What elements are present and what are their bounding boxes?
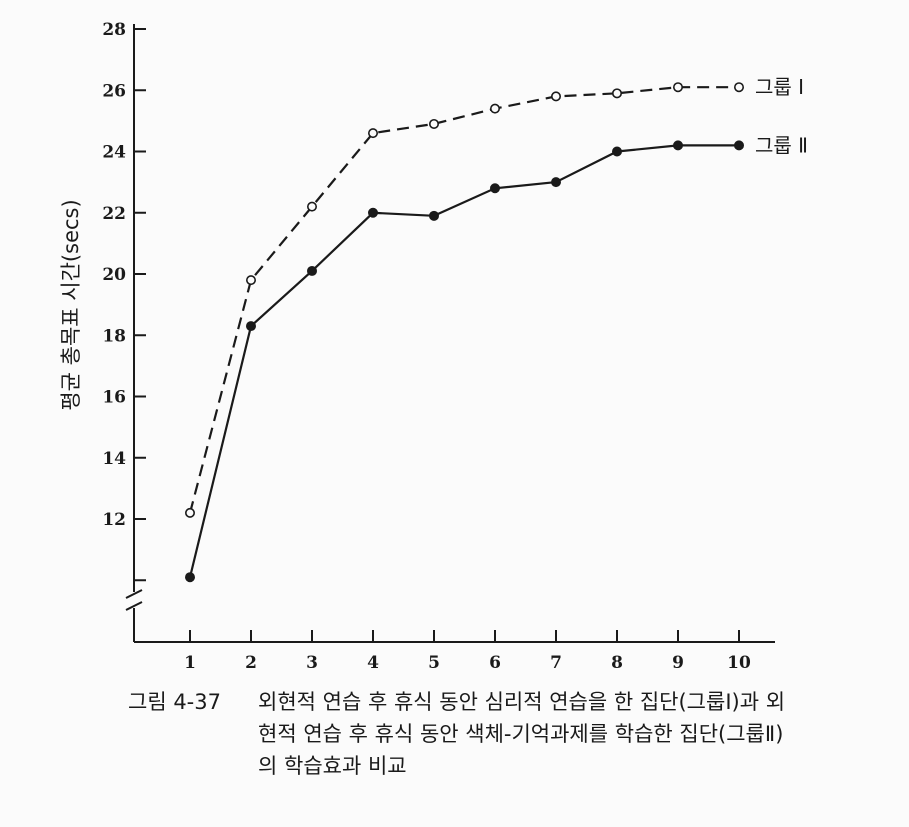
y-axis-label: 평균 총목표 시간(secs) bbox=[59, 199, 83, 410]
y-tick-label: 22 bbox=[102, 204, 126, 224]
x-tick-label: 7 bbox=[550, 653, 562, 673]
x-tick-label: 10 bbox=[727, 653, 751, 673]
y-tick-label: 14 bbox=[102, 449, 126, 469]
series-labels: 그룹 Ⅰ 그룹 Ⅱ bbox=[755, 75, 808, 157]
data-point-2 bbox=[428, 210, 439, 221]
series-label-2: 그룹 Ⅱ bbox=[755, 133, 808, 157]
data-point-2 bbox=[733, 140, 744, 151]
axes bbox=[125, 24, 775, 643]
data-point-1 bbox=[185, 507, 196, 518]
y-tick-label: 20 bbox=[102, 265, 126, 285]
data-point-2 bbox=[672, 140, 683, 151]
y-tick-label: 16 bbox=[102, 388, 126, 408]
data-point-1 bbox=[489, 103, 500, 114]
data-point-1 bbox=[246, 275, 257, 286]
axis-break-mark bbox=[125, 589, 143, 599]
caption-text: 외현적 연습 후 휴식 동안 심리적 연습을 한 집단(그룹Ⅰ)과 외현적 연습… bbox=[258, 690, 786, 778]
x-tick-label: 9 bbox=[672, 653, 684, 673]
data-point-1 bbox=[367, 128, 378, 139]
data-point-1 bbox=[428, 118, 439, 129]
data-point-1 bbox=[611, 88, 622, 99]
data-point-2 bbox=[306, 265, 317, 276]
x-tick-label: 1 bbox=[184, 653, 196, 673]
y-tick-label: 26 bbox=[102, 81, 126, 101]
series-points bbox=[185, 82, 744, 583]
x-tick-label: 3 bbox=[306, 653, 318, 673]
y-tick-label: 18 bbox=[102, 326, 126, 346]
x-tick-label: 2 bbox=[245, 653, 257, 673]
x-tick-label: 4 bbox=[367, 653, 379, 673]
data-point-1 bbox=[733, 82, 744, 93]
data-point-2 bbox=[489, 183, 500, 194]
axis-break-mark bbox=[125, 601, 143, 611]
x-tick-label: 5 bbox=[428, 653, 440, 673]
x-tick-label: 6 bbox=[489, 653, 501, 673]
data-point-2 bbox=[550, 177, 561, 188]
data-point-2 bbox=[246, 321, 257, 332]
y-tick-label: 12 bbox=[102, 510, 126, 530]
series-lines bbox=[188, 86, 739, 578]
x-tick-label: 8 bbox=[611, 653, 623, 673]
series-label-1: 그룹 Ⅰ bbox=[755, 75, 804, 99]
data-point-2 bbox=[185, 572, 196, 583]
y-tick-label: 24 bbox=[102, 143, 126, 163]
caption-label: 그림 4-37 bbox=[128, 690, 221, 714]
series-line-2 bbox=[188, 144, 739, 578]
series-line-1 bbox=[188, 86, 739, 514]
data-point-1 bbox=[550, 91, 561, 102]
data-point-1 bbox=[672, 82, 683, 93]
data-point-2 bbox=[367, 207, 378, 218]
data-point-2 bbox=[611, 146, 622, 157]
data-point-1 bbox=[306, 201, 317, 212]
y-tick-label: 28 bbox=[102, 20, 126, 40]
